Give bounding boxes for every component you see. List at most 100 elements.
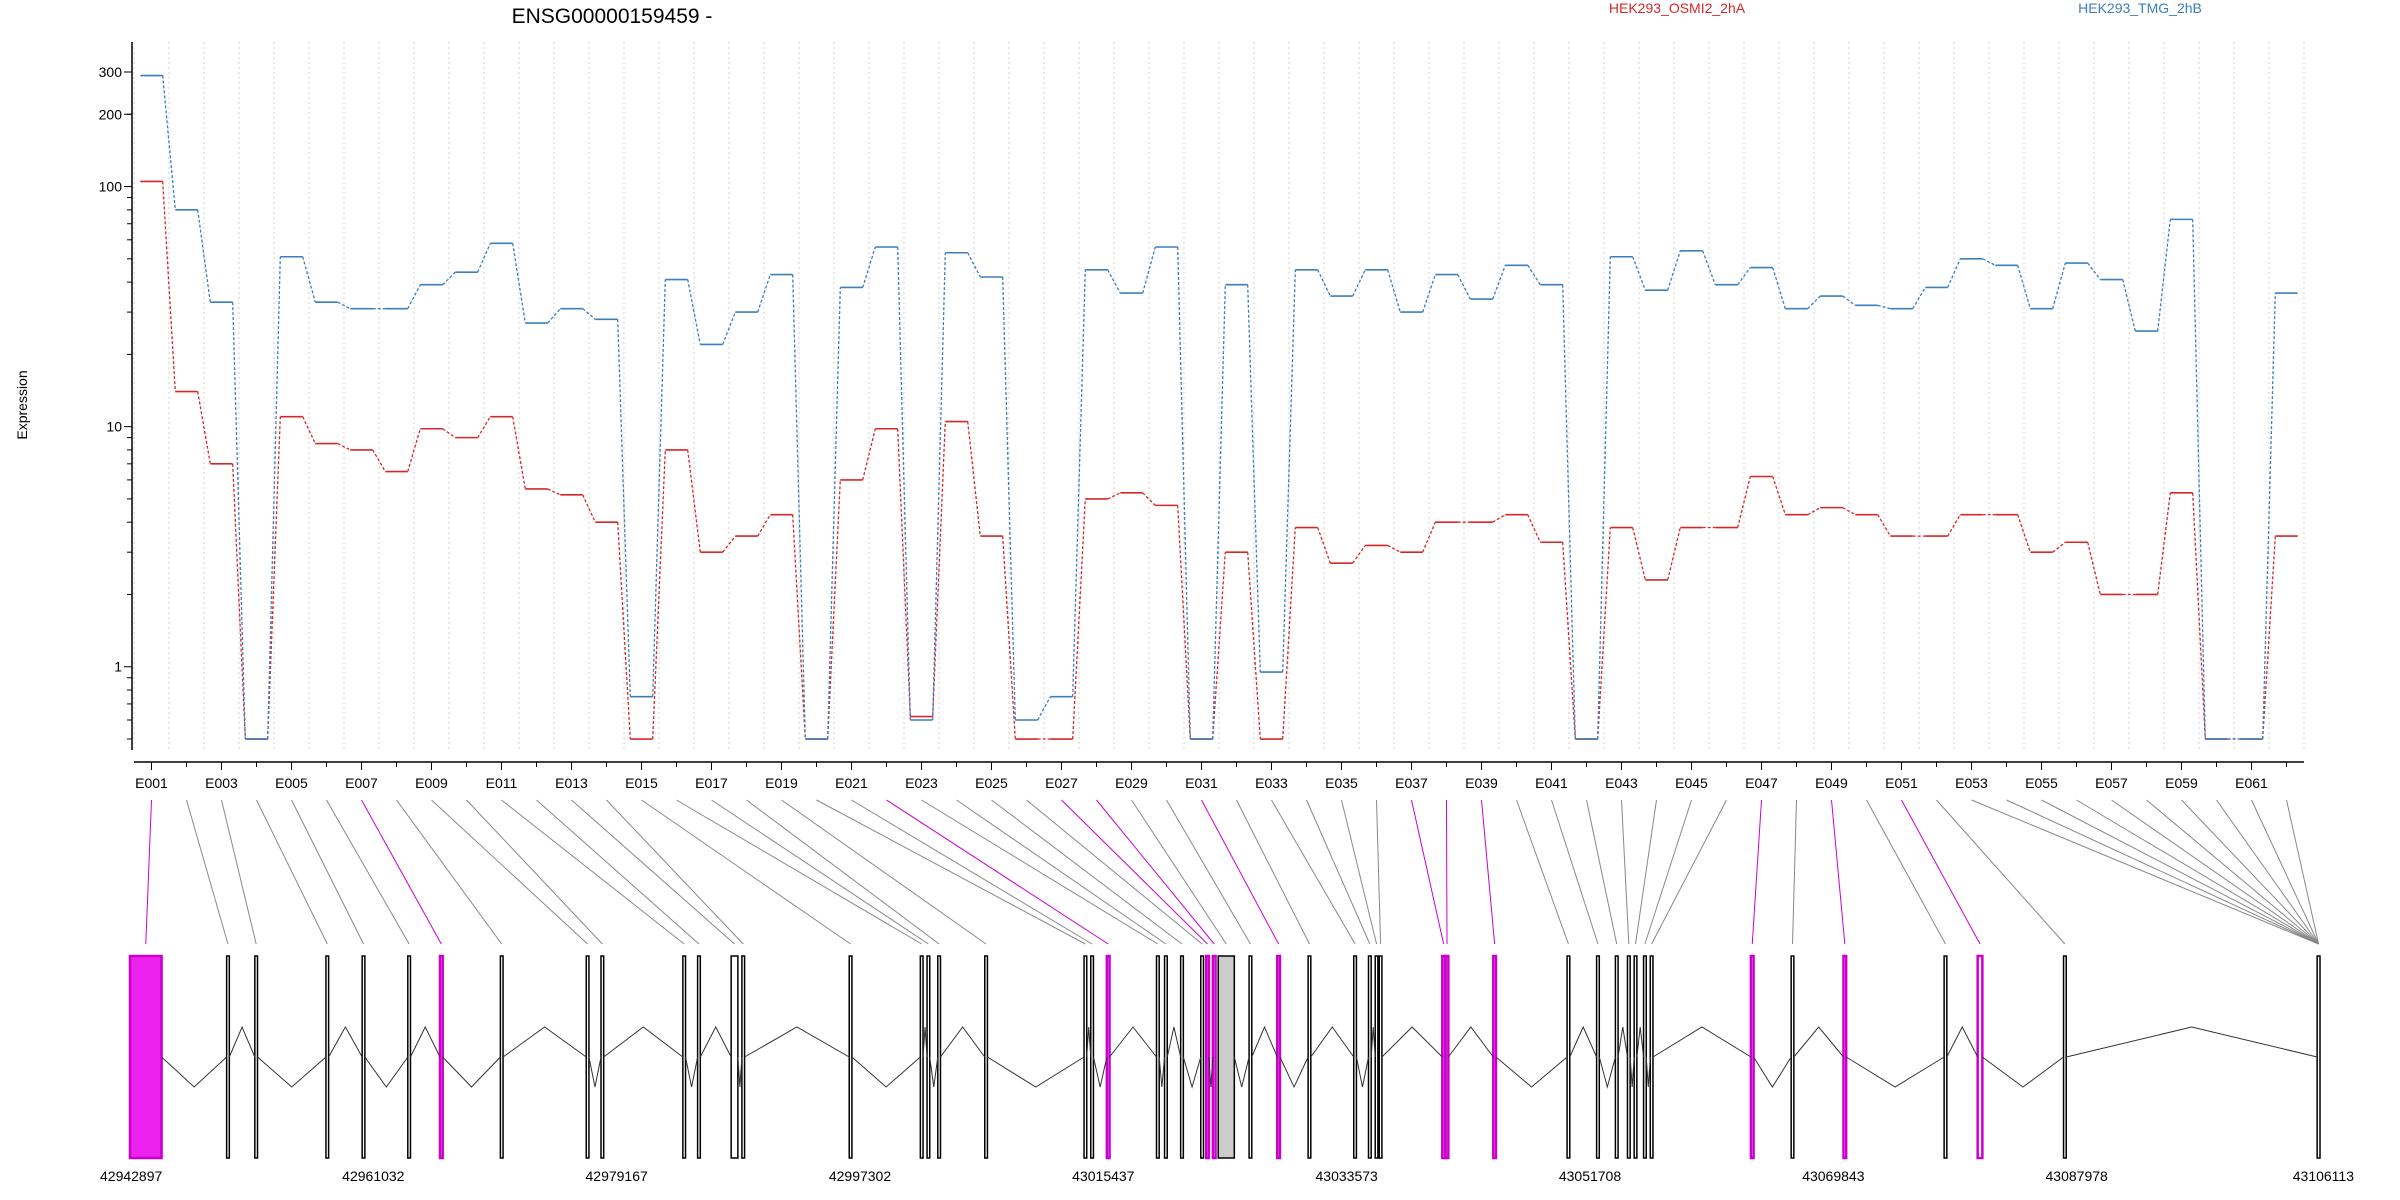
series-0-connector <box>1282 527 1296 740</box>
exon-box <box>984 955 989 1159</box>
legend-series-a: HEK293_OSMI2_2hA <box>1609 0 1746 16</box>
exon-connector <box>2111 799 2319 945</box>
exon-box <box>696 955 702 1159</box>
intron-line <box>1381 1026 1443 1058</box>
intron-line <box>1636 1026 1645 1058</box>
series-0-connector <box>1422 521 1436 553</box>
intron-line <box>603 1026 684 1058</box>
exon-box <box>1842 954 1848 1160</box>
x-tick-label: E061 <box>2235 775 2268 791</box>
series-1-connector <box>687 279 701 345</box>
exon-box <box>1649 955 1654 1159</box>
y-tick-label: 10 <box>106 419 122 435</box>
series-1-connector <box>407 284 421 309</box>
exon-connector <box>571 799 735 945</box>
intron-line <box>929 1056 939 1088</box>
exon-connector <box>1166 799 1251 945</box>
series-1-connector <box>1422 274 1436 313</box>
genomic-position-label: 43106113 <box>2293 1168 2354 1184</box>
series-1-connector <box>1037 696 1051 721</box>
intron-line <box>1845 1056 1945 1088</box>
exon-connector <box>1096 799 1215 945</box>
y-axis-label: Expression <box>14 370 30 439</box>
exon-connector <box>746 799 940 945</box>
series-0-connector <box>1667 527 1681 581</box>
series-1-connector <box>932 252 946 721</box>
intron-line <box>1617 1026 1628 1058</box>
intron-line <box>1086 1026 1092 1058</box>
series-0-connector <box>477 416 491 438</box>
exon-box <box>438 954 444 1160</box>
exon-box <box>1976 954 1984 1160</box>
series-1-connector <box>722 311 736 345</box>
exon-box <box>2062 955 2067 1159</box>
exon-connector <box>2181 799 2319 945</box>
genomic-position-label: 43069843 <box>1802 1168 1865 1184</box>
exon-box <box>1179 955 1185 1159</box>
exon-box <box>1595 955 1601 1159</box>
series-1-connector <box>1597 256 1611 740</box>
series-1-connector <box>442 271 456 286</box>
series-1-connector <box>1912 287 1926 310</box>
exon-box <box>1626 955 1631 1159</box>
series-0-connector <box>1947 514 1961 537</box>
x-tick-label: E017 <box>695 775 728 791</box>
exon-box <box>1374 955 1379 1159</box>
series-0-connector <box>1807 507 1821 516</box>
exon-box <box>741 955 746 1159</box>
series-1-connector <box>267 256 281 740</box>
exon-box <box>937 955 942 1159</box>
intron-line <box>1279 1056 1309 1089</box>
exon-box <box>1211 954 1217 1160</box>
intron-line <box>364 1056 409 1088</box>
series-1-connector <box>617 319 631 697</box>
series-1-connector <box>2157 219 2171 332</box>
x-tick-label: E015 <box>625 775 658 791</box>
exon-connector <box>1201 799 1280 945</box>
exon-connector <box>1621 799 1630 945</box>
intron-line <box>161 1056 227 1088</box>
exon-connector <box>361 799 442 945</box>
series-0-connector <box>302 416 316 444</box>
exon-box <box>254 955 259 1159</box>
exon-connector <box>326 799 410 945</box>
exon-box <box>1204 954 1211 1160</box>
series-0-connector <box>1842 507 1856 516</box>
genomic-position-label: 42997302 <box>829 1168 892 1184</box>
series-0-connector <box>1212 552 1226 740</box>
intron-line <box>1158 1056 1166 1088</box>
series-0-connector <box>1352 545 1366 564</box>
x-tick-label: E047 <box>1745 775 1778 791</box>
series-1-connector <box>1002 276 1016 721</box>
series-1-connector <box>1212 284 1226 740</box>
y-tick-label: 1 <box>114 659 122 675</box>
series-1-connector <box>232 302 246 740</box>
intron-line <box>502 1026 587 1058</box>
exon-box <box>1083 955 1088 1159</box>
intron-line <box>1166 1026 1182 1058</box>
exon-box <box>407 955 412 1159</box>
exon-connector <box>396 799 503 945</box>
exon-box <box>926 955 931 1159</box>
series-0-connector <box>197 391 211 464</box>
series-1-connector <box>582 308 596 320</box>
intron-line <box>1355 1056 1369 1088</box>
x-tick-label: E035 <box>1325 775 1358 791</box>
x-tick-label: E021 <box>835 775 868 791</box>
intron-line <box>851 1056 921 1088</box>
series-0-connector <box>1072 498 1086 740</box>
exon-connector <box>256 799 328 945</box>
series-1-connector <box>1247 284 1261 673</box>
series-1-connector <box>2122 279 2136 332</box>
exon-connector <box>781 799 987 945</box>
series-0-connector <box>2052 541 2066 553</box>
intron-line <box>1652 1026 1752 1058</box>
exon-box <box>1492 954 1498 1160</box>
exon-connector <box>291 799 364 945</box>
x-tick-label: E005 <box>275 775 308 791</box>
series-0-connector <box>2157 492 2171 595</box>
exon-box <box>585 955 590 1159</box>
series-1-connector <box>1667 250 1681 291</box>
exon-box <box>361 955 366 1159</box>
intron-line <box>1370 1026 1376 1058</box>
